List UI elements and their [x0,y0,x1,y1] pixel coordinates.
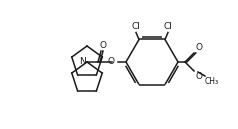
Text: O: O [195,72,202,81]
Text: O: O [108,58,115,67]
Text: N: N [79,58,86,67]
Text: O: O [99,41,106,50]
Text: O: O [195,43,202,52]
Text: CH₃: CH₃ [205,77,219,86]
Text: Cl: Cl [164,22,173,31]
Text: Cl: Cl [132,22,140,31]
